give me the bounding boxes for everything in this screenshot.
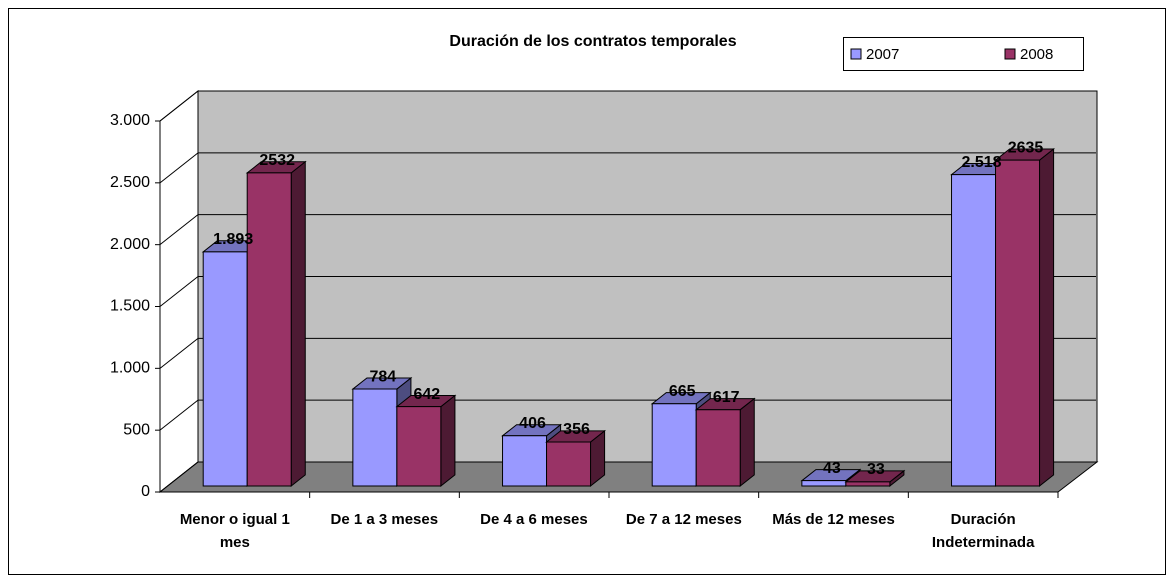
x-tick-label: Menor o igual 1 mes xyxy=(179,511,290,551)
bar-side xyxy=(739,397,755,488)
x-tick-label: Más de 12 meses xyxy=(772,511,895,528)
x-tick-label: De 1 a 3 meses xyxy=(330,511,439,528)
bar xyxy=(651,403,697,487)
legend-swatch xyxy=(850,48,862,60)
bar-side xyxy=(1039,148,1055,488)
data-label: 356 xyxy=(563,421,590,438)
data-label: 2.518 xyxy=(962,154,1002,171)
legend-label: 2007 xyxy=(866,46,899,63)
x-tick-label: Duración Indeterminada xyxy=(931,511,1035,551)
legend-label: 2008 xyxy=(1020,46,1053,63)
data-label: 665 xyxy=(669,383,696,400)
legend-swatch xyxy=(1004,48,1016,60)
bar xyxy=(502,435,548,487)
data-label: 406 xyxy=(519,415,546,432)
bar xyxy=(801,480,847,487)
bar xyxy=(995,159,1041,487)
y-tick-label: 500 xyxy=(123,421,150,438)
y-tick-label: 1.000 xyxy=(110,360,150,377)
data-label: 617 xyxy=(713,389,740,406)
data-label: 2532 xyxy=(259,152,295,169)
data-label: 2635 xyxy=(1008,139,1044,156)
data-label: 784 xyxy=(370,368,397,385)
data-label: 642 xyxy=(414,386,441,403)
grid-line xyxy=(159,276,199,307)
grid-line xyxy=(159,461,199,493)
bar xyxy=(951,174,997,487)
y-tick-label: 2.500 xyxy=(110,174,150,191)
bar-side xyxy=(440,394,456,488)
data-label: 33 xyxy=(867,461,885,478)
grid-line xyxy=(159,399,199,431)
bar xyxy=(246,172,292,487)
y-tick-label: 1.500 xyxy=(110,298,150,315)
data-label: 43 xyxy=(823,460,841,477)
chart-title: Duración de los contratos temporales xyxy=(449,33,736,50)
bar-side xyxy=(290,160,306,488)
y-tick-label: 3.000 xyxy=(110,112,150,129)
bar xyxy=(695,409,741,487)
grid-line xyxy=(159,90,199,122)
bar xyxy=(352,388,398,487)
grid-line xyxy=(159,152,199,184)
bar xyxy=(845,481,891,487)
data-label: 1.893 xyxy=(213,231,253,248)
bar xyxy=(202,251,248,487)
grid-line xyxy=(159,214,199,246)
y-tick-label: 0 xyxy=(141,483,150,500)
x-tick-label: De 4 a 6 meses xyxy=(480,511,588,528)
bar xyxy=(396,406,442,487)
grid-line xyxy=(159,337,199,369)
bar xyxy=(546,441,592,487)
y-tick-label: 2.000 xyxy=(110,236,150,253)
x-tick-label: De 7 a 12 meses xyxy=(625,511,742,528)
legend xyxy=(843,37,1084,71)
